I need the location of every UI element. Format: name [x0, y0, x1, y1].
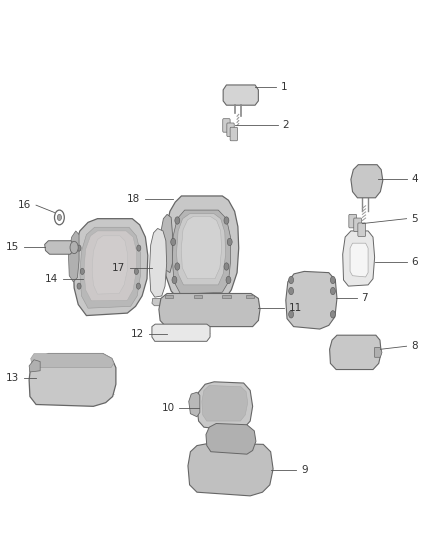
- Circle shape: [137, 245, 141, 251]
- Polygon shape: [343, 231, 374, 286]
- Polygon shape: [68, 231, 79, 282]
- Polygon shape: [197, 382, 253, 431]
- Text: 7: 7: [361, 293, 368, 303]
- Polygon shape: [286, 271, 337, 329]
- Circle shape: [289, 287, 293, 295]
- Polygon shape: [45, 241, 75, 254]
- Text: 13: 13: [6, 373, 19, 383]
- Circle shape: [175, 263, 180, 270]
- Polygon shape: [181, 216, 222, 279]
- Polygon shape: [202, 385, 248, 421]
- Polygon shape: [29, 360, 40, 372]
- Text: 1: 1: [280, 83, 287, 92]
- Polygon shape: [223, 85, 258, 105]
- Polygon shape: [152, 324, 210, 341]
- Circle shape: [330, 311, 336, 318]
- Circle shape: [289, 276, 293, 284]
- Circle shape: [171, 238, 176, 246]
- Circle shape: [289, 311, 293, 318]
- Circle shape: [77, 283, 81, 289]
- Polygon shape: [159, 294, 260, 327]
- Polygon shape: [152, 298, 163, 306]
- Polygon shape: [330, 335, 381, 369]
- Polygon shape: [374, 348, 382, 357]
- Polygon shape: [165, 196, 239, 302]
- Polygon shape: [351, 165, 383, 198]
- Polygon shape: [246, 295, 254, 298]
- Polygon shape: [149, 229, 167, 297]
- Polygon shape: [80, 227, 141, 308]
- FancyBboxPatch shape: [227, 123, 234, 136]
- Circle shape: [172, 276, 177, 284]
- Polygon shape: [177, 214, 226, 285]
- Polygon shape: [84, 231, 136, 301]
- Text: 16: 16: [18, 200, 31, 210]
- Polygon shape: [188, 443, 273, 496]
- Text: 9: 9: [301, 465, 307, 475]
- Text: 18: 18: [127, 194, 140, 204]
- Circle shape: [70, 241, 78, 254]
- Text: 8: 8: [411, 341, 418, 351]
- Text: 14: 14: [45, 274, 58, 284]
- FancyBboxPatch shape: [230, 127, 237, 141]
- Polygon shape: [206, 424, 256, 454]
- Circle shape: [224, 263, 229, 270]
- Polygon shape: [189, 392, 200, 417]
- Circle shape: [226, 276, 231, 284]
- Polygon shape: [165, 295, 173, 298]
- Circle shape: [136, 283, 141, 289]
- Text: 4: 4: [411, 174, 418, 184]
- Polygon shape: [223, 295, 230, 298]
- Text: 15: 15: [6, 243, 19, 253]
- Circle shape: [330, 276, 336, 284]
- Polygon shape: [73, 219, 148, 316]
- FancyBboxPatch shape: [354, 218, 361, 231]
- Circle shape: [227, 238, 232, 246]
- Circle shape: [175, 217, 180, 224]
- Text: 11: 11: [289, 303, 302, 313]
- Circle shape: [134, 268, 138, 274]
- Circle shape: [77, 245, 81, 251]
- Circle shape: [224, 217, 229, 224]
- Text: 2: 2: [283, 120, 289, 131]
- Text: 5: 5: [411, 214, 418, 224]
- Polygon shape: [92, 236, 127, 294]
- Polygon shape: [173, 210, 230, 294]
- FancyBboxPatch shape: [223, 119, 230, 132]
- Polygon shape: [29, 353, 116, 406]
- Polygon shape: [194, 295, 202, 298]
- Circle shape: [330, 287, 336, 295]
- Polygon shape: [160, 214, 173, 273]
- Circle shape: [57, 214, 61, 221]
- Polygon shape: [31, 353, 114, 371]
- Text: 10: 10: [161, 402, 174, 413]
- Text: 17: 17: [112, 263, 125, 273]
- Polygon shape: [175, 302, 231, 312]
- Polygon shape: [350, 243, 368, 277]
- Circle shape: [80, 268, 85, 274]
- Text: 12: 12: [131, 329, 144, 339]
- Text: 6: 6: [411, 256, 418, 266]
- FancyBboxPatch shape: [349, 214, 357, 228]
- FancyBboxPatch shape: [358, 223, 366, 237]
